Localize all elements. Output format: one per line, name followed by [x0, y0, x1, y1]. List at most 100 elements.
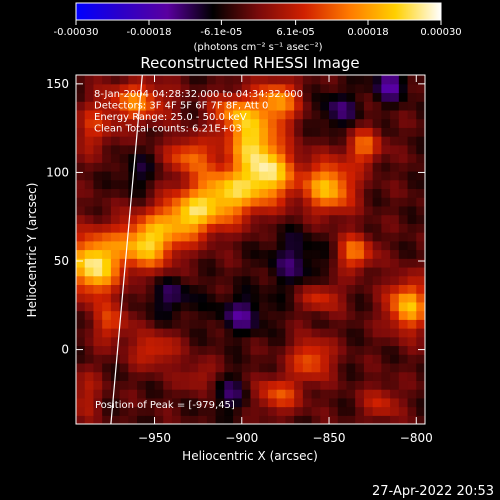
heatmap-cell — [206, 389, 217, 399]
heatmap-cell — [84, 406, 95, 416]
heatmap-cell — [145, 389, 156, 399]
heatmap-cell — [233, 310, 243, 320]
heatmap-cell — [206, 127, 217, 137]
heatmap-cell — [320, 127, 330, 137]
heatmap-cell — [398, 389, 409, 399]
heatmap-cell — [119, 406, 129, 416]
heatmap-cell — [311, 127, 321, 137]
heatmap-cell — [320, 232, 330, 242]
heatmap-cell — [294, 397, 304, 408]
heatmap-cell — [233, 249, 243, 259]
heatmap-cell — [119, 136, 129, 146]
heatmap-cell — [137, 319, 147, 329]
heatmap-cell — [337, 144, 348, 155]
heatmap-cell — [311, 415, 321, 424]
heatmap-cell — [311, 319, 321, 329]
heatmap-cell — [407, 109, 417, 120]
heatmap-cell — [154, 293, 164, 303]
heatmap-cell — [381, 109, 391, 120]
heatmap-cell — [320, 170, 330, 181]
heatmap-cell — [398, 205, 409, 216]
heatmap-cell — [294, 153, 304, 163]
heatmap-cell — [163, 92, 173, 102]
heatmap-cell — [119, 249, 129, 259]
heatmap-cell — [84, 153, 95, 163]
heatmap-cell — [154, 188, 164, 198]
heatmap-cell — [224, 397, 234, 408]
heatmap-image — [76, 75, 425, 424]
heatmap-cell — [215, 223, 225, 233]
heatmap-cell — [241, 188, 252, 198]
heatmap-cell — [398, 249, 409, 259]
heatmap-cell — [154, 179, 164, 190]
heatmap-cell — [285, 362, 295, 373]
heatmap-cell — [163, 389, 173, 399]
x-tick-label: −950 — [138, 431, 171, 445]
heatmap-cell — [302, 144, 313, 155]
heatmap-cell — [206, 83, 217, 94]
heatmap-cell — [84, 179, 95, 190]
heatmap-cell — [110, 310, 121, 320]
heatmap-cell — [337, 127, 348, 137]
heatmap-cell — [346, 354, 356, 364]
heatmap-cell — [355, 136, 365, 146]
heatmap-cell — [154, 136, 164, 146]
heatmap-cell — [76, 397, 86, 408]
heatmap-cell — [215, 109, 225, 120]
heatmap-cell — [398, 380, 409, 390]
heatmap-cell — [355, 197, 365, 207]
heatmap-cell — [110, 397, 121, 408]
heatmap-cell — [137, 354, 147, 364]
heatmap-cell — [154, 249, 164, 259]
heatmap-cell — [363, 223, 374, 233]
heatmap-cell — [198, 275, 208, 285]
heatmap-cell — [119, 415, 129, 424]
heatmap-cell — [189, 310, 199, 320]
heatmap-cell — [294, 162, 304, 172]
heatmap-cell — [294, 127, 304, 137]
heatmap-cell — [363, 136, 374, 146]
heatmap-cell — [329, 83, 339, 94]
heatmap-cell — [180, 275, 191, 285]
heatmap-cell — [259, 92, 269, 102]
heatmap-cell — [180, 371, 191, 381]
heatmap-cell — [416, 328, 425, 338]
heatmap-cell — [276, 144, 286, 155]
heatmap-cell — [84, 415, 95, 424]
heatmap-cell — [285, 336, 295, 347]
heatmap-cell — [407, 240, 417, 251]
heatmap-cell — [259, 101, 269, 111]
heatmap-cell — [224, 188, 234, 198]
heatmap-cell — [233, 109, 243, 120]
heatmap-cell — [390, 371, 400, 381]
heatmap-cell — [329, 275, 339, 285]
heatmap-cell — [180, 397, 191, 408]
heatmap-cell — [206, 197, 217, 207]
heatmap-cell — [372, 284, 382, 294]
heatmap-cell — [302, 162, 313, 172]
heatmap-cell — [372, 397, 382, 408]
colorbar-unit-label: (photons cm⁻² s⁻¹ asec⁻²) — [193, 42, 322, 53]
heatmap-cell — [267, 170, 278, 181]
heatmap-cell — [189, 319, 199, 329]
heatmap-cell — [285, 75, 295, 85]
heatmap-cell — [198, 240, 208, 251]
heatmap-cell — [137, 179, 147, 190]
heatmap-cell — [416, 319, 425, 329]
heatmap-cell — [102, 127, 112, 137]
heatmap-cell — [163, 371, 173, 381]
heatmap-cell — [163, 153, 173, 163]
heatmap-cell — [372, 214, 382, 224]
heatmap-cell — [381, 328, 391, 338]
heatmap-cell — [93, 214, 103, 224]
heatmap-cell — [363, 92, 374, 102]
heatmap-cell — [189, 170, 199, 181]
heatmap-cell — [372, 109, 382, 120]
heatmap-cell — [302, 293, 313, 303]
heatmap-cell — [302, 380, 313, 390]
heatmap-cell — [189, 345, 199, 355]
heatmap-cell — [128, 345, 138, 355]
heatmap-cell — [267, 205, 278, 216]
heatmap-cell — [320, 75, 330, 85]
heatmap-cell — [381, 136, 391, 146]
